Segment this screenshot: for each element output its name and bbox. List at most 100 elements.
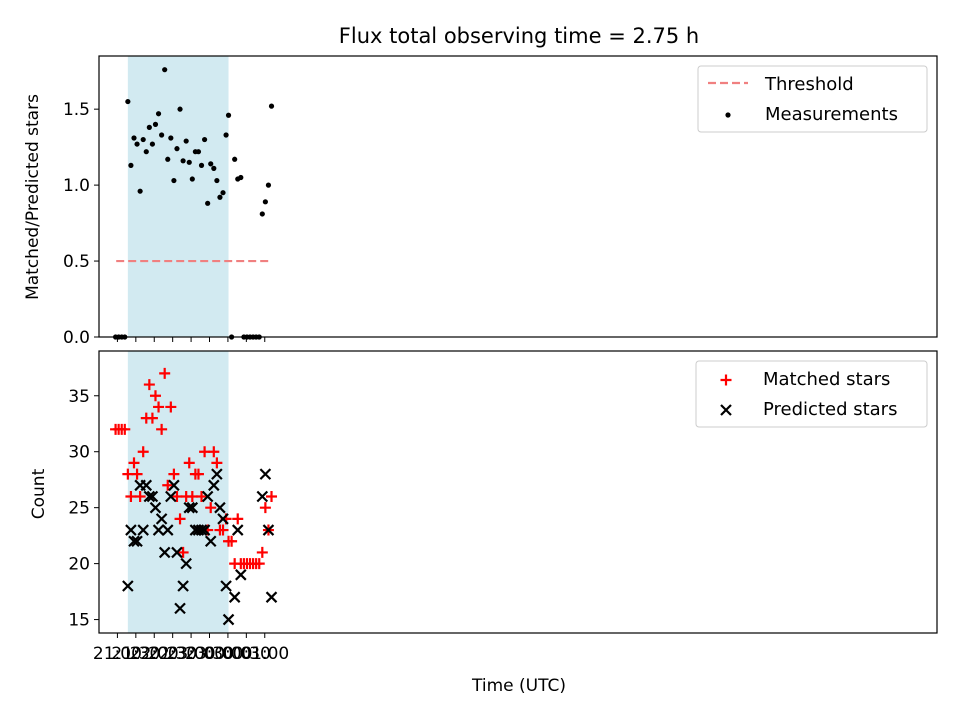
predicted-star-point <box>204 535 217 548</box>
predicted-star-point <box>152 524 165 536</box>
predicted-star-point <box>168 479 180 492</box>
predicted-star-point <box>256 490 269 503</box>
measurement-point <box>223 132 229 138</box>
x-axis-label: Time (UTC) <box>471 676 566 696</box>
chart-title: Flux total observing time = 2.75 h <box>339 24 699 48</box>
predicted-star-point <box>220 580 232 592</box>
legend-measurements-label: Measurements <box>765 104 898 125</box>
matched-star-point <box>149 390 161 402</box>
predicted-star-point <box>208 479 220 492</box>
matched-star-point <box>177 546 189 558</box>
matched-star-point <box>156 423 168 435</box>
measurement-point <box>177 106 183 112</box>
measurement-point <box>180 158 186 164</box>
predicted-star-point <box>122 580 134 592</box>
top-y-tick-label: 1.5 <box>63 100 90 120</box>
predicted-star-point <box>217 513 229 525</box>
measurement-point <box>217 194 223 200</box>
top-observing-window <box>127 56 229 337</box>
predicted-star-point <box>259 468 272 480</box>
matched-star-point <box>122 468 134 480</box>
measurement-point <box>198 162 205 168</box>
measurement-point <box>220 190 226 196</box>
matched-star-point <box>143 379 155 391</box>
top-legend: Threshold Measurements <box>697 65 928 133</box>
matched-star-point <box>226 535 238 547</box>
measurement-point <box>208 161 214 167</box>
top-y-tick-label: 1.0 <box>63 176 90 196</box>
bottom-y-tick-label: 20 <box>68 555 90 575</box>
predicted-star-point <box>201 490 214 503</box>
predicted-star-point <box>195 524 208 536</box>
predicted-star-point <box>131 535 143 548</box>
legend-matched-swatch <box>720 374 732 386</box>
measurement-point <box>159 132 165 138</box>
measurement-point <box>168 135 174 141</box>
top-panel-ratio: 0.0 0.5 1.0 1.5 Threshold Measurements <box>63 55 938 348</box>
predicted-star-point <box>180 557 192 570</box>
measurement-point <box>201 136 208 143</box>
legend-predicted-swatch <box>720 404 732 416</box>
measurement-point <box>214 177 220 184</box>
predicted-star-point <box>149 501 162 514</box>
matched-star-point <box>168 468 180 480</box>
bottom-y-tick-label: 30 <box>68 443 90 463</box>
measurement-point <box>186 159 192 165</box>
measurement-point <box>232 156 238 162</box>
predicted-star-point <box>171 546 183 559</box>
predicted-star-point <box>161 524 174 536</box>
measurement-point <box>268 103 275 109</box>
predicted-star-point <box>235 569 247 581</box>
matched-star-point <box>217 524 229 536</box>
predicted-star-point <box>174 602 186 615</box>
predicted-star-point <box>211 468 223 480</box>
matched-star-point <box>253 558 265 570</box>
predicted-star-point <box>155 513 168 525</box>
measurement-point <box>183 138 189 144</box>
measurement-point <box>171 177 177 184</box>
bottom-legend: Matched stars Predicted stars <box>695 360 928 428</box>
bottom-x-tick-label: 00:00 <box>203 644 252 664</box>
measurement-point <box>238 174 244 181</box>
matched-star-point <box>125 490 137 502</box>
legend-matched-label: Matched stars <box>763 369 890 390</box>
top-axes-frame <box>98 55 938 338</box>
predicted-star-point <box>228 591 241 603</box>
predicted-star-point <box>137 524 149 536</box>
predicted-star-point <box>198 524 211 536</box>
measurement-point <box>225 112 232 118</box>
measurement-point <box>211 165 217 171</box>
measurement-point <box>128 162 134 168</box>
measurement-point <box>165 156 171 162</box>
bottom-axes-frame <box>98 350 938 634</box>
measurement-point <box>265 182 272 188</box>
matched-star-point <box>256 546 268 558</box>
matched-star-point <box>165 401 177 413</box>
predicted-star-point <box>222 613 235 626</box>
predicted-star-point <box>231 524 244 536</box>
matched-star-point <box>183 457 195 469</box>
bottom-x-tick-label: 01:00 <box>240 644 289 664</box>
predicted-star-point <box>128 535 140 548</box>
matched-star-point <box>232 513 244 525</box>
measurement-point <box>137 188 143 194</box>
bottom-y-tick-label: 15 <box>68 611 90 631</box>
predicted-star-point <box>158 546 171 559</box>
legend-box <box>697 65 928 133</box>
measurement-point <box>131 135 137 141</box>
bottom-x-tick-label: 21:00 <box>93 644 142 664</box>
bottom-y-tick-label: 35 <box>68 387 90 407</box>
top-y-tick-label: 0.5 <box>63 252 90 272</box>
measurement-point <box>149 141 156 147</box>
predicted-star-point <box>262 524 275 536</box>
measurement-point <box>155 111 162 117</box>
measurement-point <box>162 67 168 73</box>
matched-star-point <box>174 513 186 525</box>
bottom-x-tick-label: 00:30 <box>222 644 271 664</box>
measurement-point <box>134 141 140 147</box>
matched-star-point <box>159 367 171 379</box>
legend-threshold-label: Threshold <box>764 74 854 95</box>
measurement-point <box>146 124 152 130</box>
legend-measurements-swatch <box>725 112 731 118</box>
legend-predicted-label: Predicted stars <box>763 399 897 420</box>
